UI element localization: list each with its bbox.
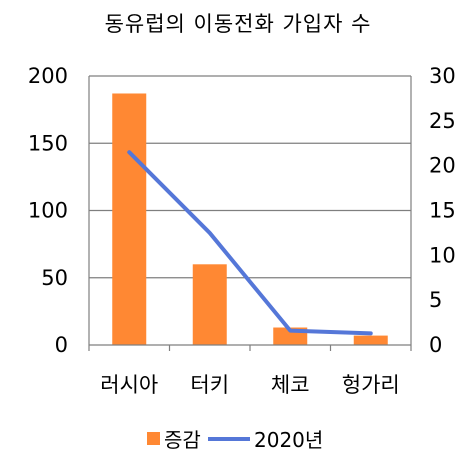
legend: 증감 2020년 bbox=[0, 424, 476, 454]
bar bbox=[353, 335, 388, 345]
left-tick-label: 150 bbox=[28, 131, 68, 155]
category-label: 터키 bbox=[190, 373, 229, 397]
category-label: 헝가리 bbox=[342, 373, 400, 397]
right-tick-label: 15 bbox=[429, 199, 456, 223]
legend-line-label: 2020년 bbox=[254, 428, 324, 452]
legend-bar-swatch bbox=[147, 432, 160, 445]
left-tick-label: 0 bbox=[55, 333, 68, 357]
legend-item-line: 2020년 bbox=[208, 424, 323, 453]
left-tick-label: 50 bbox=[41, 266, 68, 290]
legend-line-swatch bbox=[208, 436, 250, 441]
bar bbox=[192, 264, 227, 345]
right-tick-label: 0 bbox=[429, 333, 442, 357]
right-tick-label: 20 bbox=[429, 154, 456, 178]
category-label: 체코 bbox=[271, 373, 310, 397]
right-tick-label: 5 bbox=[429, 288, 442, 312]
right-tick-label: 25 bbox=[429, 109, 456, 133]
series-line bbox=[127, 150, 373, 336]
right-tick-label: 30 bbox=[429, 64, 456, 88]
bar bbox=[112, 93, 147, 345]
line-series bbox=[127, 150, 373, 336]
axes bbox=[88, 76, 412, 351]
right-tick-label: 10 bbox=[429, 243, 456, 267]
axis-labels: 0 50 100 150 200 0 5 10 15 20 25 30 러시아 터키 체코 헝가리 bbox=[28, 64, 456, 397]
legend-item-bar: 증감 bbox=[147, 424, 201, 453]
category-label: 러시아 bbox=[100, 373, 158, 397]
left-tick-label: 100 bbox=[28, 199, 68, 223]
legend-bar-label: 증감 bbox=[164, 428, 201, 452]
chart-title: 동유럽의 이동전화 가입자 수 bbox=[104, 12, 372, 36]
bar-series bbox=[112, 93, 388, 345]
left-tick-label: 200 bbox=[28, 64, 68, 88]
